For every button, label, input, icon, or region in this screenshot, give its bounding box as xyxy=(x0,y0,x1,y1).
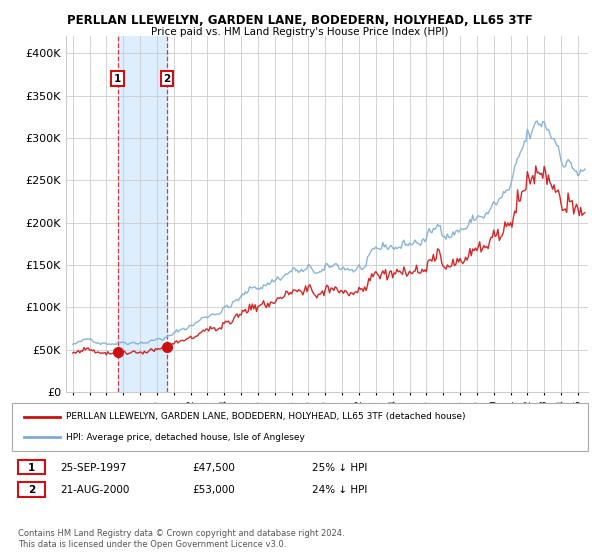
Text: 1: 1 xyxy=(114,74,121,84)
Text: PERLLAN LLEWELYN, GARDEN LANE, BODEDERN, HOLYHEAD, LL65 3TF (detached house): PERLLAN LLEWELYN, GARDEN LANE, BODEDERN,… xyxy=(66,412,466,421)
Text: 25% ↓ HPI: 25% ↓ HPI xyxy=(312,463,367,473)
Text: 2: 2 xyxy=(28,485,35,495)
Text: 21-AUG-2000: 21-AUG-2000 xyxy=(60,485,130,495)
Bar xyxy=(118,36,167,392)
Text: Contains HM Land Registry data © Crown copyright and database right 2024.
This d: Contains HM Land Registry data © Crown c… xyxy=(18,529,344,549)
Text: 24% ↓ HPI: 24% ↓ HPI xyxy=(312,485,367,495)
Text: £53,000: £53,000 xyxy=(192,485,235,495)
Text: 2: 2 xyxy=(163,74,170,84)
Text: £47,500: £47,500 xyxy=(192,463,235,473)
Text: 25-SEP-1997: 25-SEP-1997 xyxy=(60,463,127,473)
Text: HPI: Average price, detached house, Isle of Anglesey: HPI: Average price, detached house, Isle… xyxy=(66,433,305,442)
Text: 1: 1 xyxy=(28,463,35,473)
Text: PERLLAN LLEWELYN, GARDEN LANE, BODEDERN, HOLYHEAD, LL65 3TF: PERLLAN LLEWELYN, GARDEN LANE, BODEDERN,… xyxy=(67,14,533,27)
Text: Price paid vs. HM Land Registry's House Price Index (HPI): Price paid vs. HM Land Registry's House … xyxy=(151,27,449,37)
